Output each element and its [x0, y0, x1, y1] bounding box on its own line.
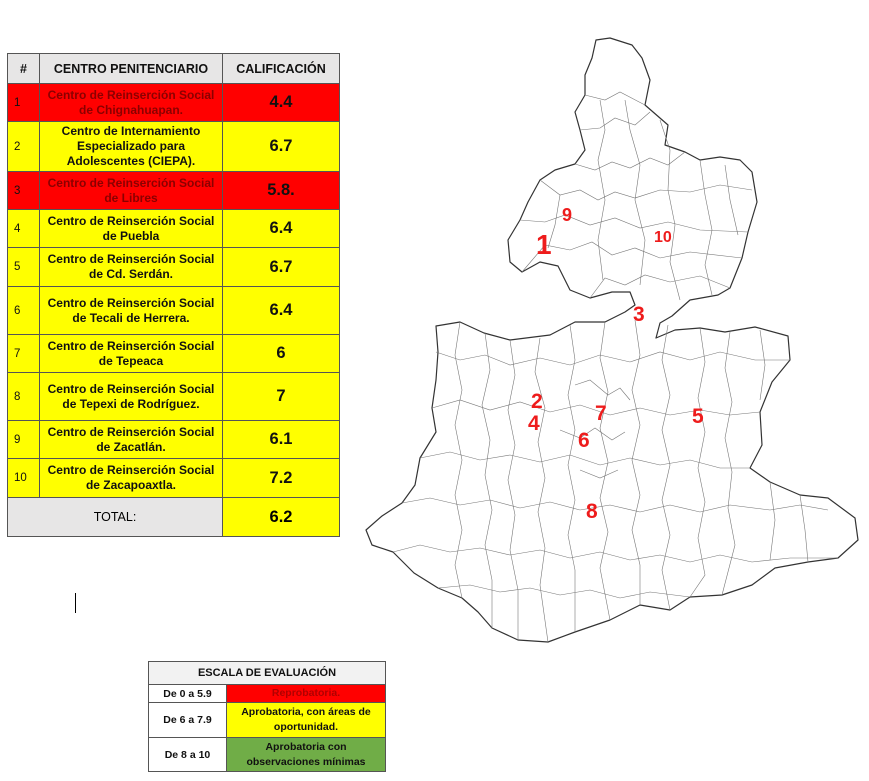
table-row: 9 Centro de Reinserción Social de Zacatl…: [7, 420, 340, 459]
row-center-name: Centro de Reinserción Social de Tecali d…: [39, 286, 223, 335]
table-row: 8 Centro de Reinserción Social de Tepexi…: [7, 372, 340, 421]
map-marker-8: 8: [586, 500, 598, 523]
scale-title: ESCALA DE EVALUACIÓN: [148, 661, 386, 685]
scale-range: De 6 a 7.9: [148, 702, 227, 738]
map-marker-1: 1: [536, 229, 552, 260]
map-marker-3: 3: [633, 303, 645, 326]
map-marker-4: 4: [528, 412, 540, 435]
row-num: 2: [7, 121, 40, 172]
map-marker-2: 2: [531, 390, 543, 413]
header-score: CALIFICACIÓN: [222, 53, 340, 84]
row-num: 8: [7, 372, 40, 421]
row-score: 6.4: [222, 286, 340, 335]
table-row: 1 Centro de Reinserción Social de Chigna…: [7, 83, 340, 122]
map-marker-5: 5: [692, 405, 704, 428]
row-num: 6: [7, 286, 40, 335]
row-score: 7.2: [222, 458, 340, 498]
row-score: 5.8.: [222, 171, 340, 210]
table-row: 4 Centro de Reinserción Social de Puebla…: [7, 209, 340, 248]
row-center-name: Centro de Reinserción Social de Cd. Serd…: [39, 247, 223, 287]
scale-range: De 8 a 10: [148, 737, 227, 772]
row-num: 9: [7, 420, 40, 459]
table-row: 10 Centro de Reinserción Social de Zacap…: [7, 458, 340, 498]
row-center-name: Centro de Reinserción Social de Zacapoax…: [39, 458, 223, 498]
scale-description: Aprobatoria, con áreas de oportunidad.: [226, 702, 386, 738]
municipality-boundaries: [392, 91, 838, 643]
text-cursor: [75, 593, 76, 613]
scale-row: De 6 a 7.9 Aprobatoria, con áreas de opo…: [148, 702, 386, 738]
row-center-name: Centro de Reinserción Social de Tepeaca: [39, 334, 223, 373]
table-row: 6 Centro de Reinserción Social de Tecali…: [7, 286, 340, 335]
row-num: 1: [7, 83, 40, 122]
row-center-name: Centro de Internamiento Especializado pa…: [39, 121, 223, 172]
table-row: 7 Centro de Reinserción Social de Tepeac…: [7, 334, 340, 373]
row-center-name: Centro de Reinserción Social de Puebla: [39, 209, 223, 248]
header-num: #: [7, 53, 40, 84]
total-label: TOTAL:: [7, 497, 223, 537]
scale-row: De 8 a 10 Aprobatoria con observaciones …: [148, 737, 386, 772]
map-marker-7: 7: [595, 402, 607, 425]
row-center-name: Centro de Reinserción Social de Chignahu…: [39, 83, 223, 122]
total-score: 6.2: [222, 497, 340, 537]
penitentiary-scores-table: # CENTRO PENITENCIARIO CALIFICACIÓN 1 Ce…: [7, 53, 340, 537]
row-num: 5: [7, 247, 40, 287]
state-outline: [365, 37, 859, 643]
row-score: 4.4: [222, 83, 340, 122]
row-score: 6: [222, 334, 340, 373]
row-score: 6.7: [222, 121, 340, 172]
scale-row: De 0 a 5.9 Reprobatoria.: [148, 684, 386, 703]
row-score: 6.1: [222, 420, 340, 459]
scale-description: Aprobatoria con observaciones mínimas: [226, 737, 386, 772]
scale-description: Reprobatoria.: [226, 684, 386, 703]
row-center-name: Centro de Reinserción Social de Tepexi d…: [39, 372, 223, 421]
table-row: 3 Centro de Reinserción Social de Libres…: [7, 171, 340, 210]
map-marker-6: 6: [578, 429, 590, 452]
map-marker-10: 10: [654, 229, 672, 246]
scale-range: De 0 a 5.9: [148, 684, 227, 703]
row-num: 3: [7, 171, 40, 210]
table-row: 2 Centro de Internamiento Especializado …: [7, 121, 340, 172]
row-num: 7: [7, 334, 40, 373]
row-score: 6.4: [222, 209, 340, 248]
row-score: 7: [222, 372, 340, 421]
puebla-state-map: [365, 37, 859, 643]
row-num: 4: [7, 209, 40, 248]
total-row: TOTAL: 6.2: [7, 497, 340, 537]
scale-header-row: ESCALA DE EVALUACIÓN: [148, 661, 386, 685]
map-marker-9: 9: [562, 205, 573, 225]
header-center: CENTRO PENITENCIARIO: [39, 53, 223, 84]
row-center-name: Centro de Reinserción Social de Zacatlán…: [39, 420, 223, 459]
table-row: 5 Centro de Reinserción Social de Cd. Se…: [7, 247, 340, 287]
table-header-row: # CENTRO PENITENCIARIO CALIFICACIÓN: [7, 53, 340, 84]
row-center-name: Centro de Reinserción Social de Libres: [39, 171, 223, 210]
evaluation-scale-legend: ESCALA DE EVALUACIÓN De 0 a 5.9 Reprobat…: [148, 661, 386, 772]
row-score: 6.7: [222, 247, 340, 287]
row-num: 10: [7, 458, 40, 498]
